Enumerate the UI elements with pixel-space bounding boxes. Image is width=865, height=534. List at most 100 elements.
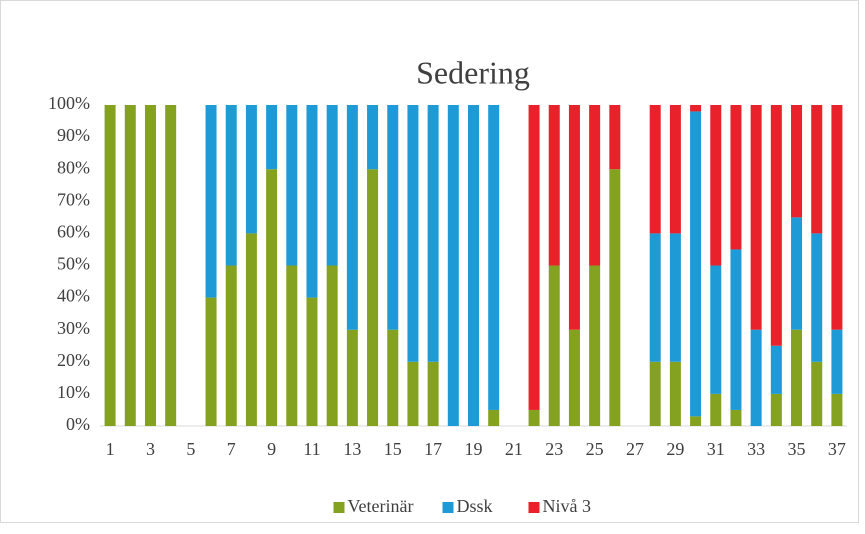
bar-segment — [488, 409, 500, 426]
bar-segment — [144, 105, 156, 426]
bar-segment — [306, 105, 318, 298]
bar-segment — [528, 409, 540, 426]
bar-segment — [811, 361, 823, 426]
bar-segment — [286, 265, 298, 426]
bar-segment — [649, 233, 661, 362]
x-tick-label: 1 — [106, 439, 115, 459]
x-tick-label: 21 — [505, 439, 523, 459]
bar-segment — [669, 233, 681, 362]
bar-segment — [609, 169, 621, 426]
y-tick-label: 80% — [57, 157, 90, 177]
y-tick-label: 10% — [57, 382, 90, 402]
legend-label: Veterinär — [348, 496, 414, 516]
bar-segment — [730, 105, 742, 250]
bar-segment — [346, 105, 358, 330]
x-tick-label: 35 — [788, 439, 806, 459]
x-tick-label: 31 — [707, 439, 725, 459]
bar-segment — [568, 329, 580, 426]
x-tick-label: 23 — [545, 439, 563, 459]
bar-segment — [831, 393, 843, 426]
bar-segment — [245, 105, 257, 234]
bar-segment — [710, 265, 722, 394]
bar-segment — [306, 297, 318, 426]
bar-segment — [488, 105, 500, 410]
bar-segment — [205, 297, 217, 426]
y-tick-label: 60% — [57, 222, 90, 242]
bar-segment — [367, 169, 379, 426]
bar-segment — [225, 105, 237, 266]
legend-label: Dssk — [457, 496, 493, 516]
bar-segment — [568, 105, 580, 330]
bar-segment — [609, 105, 621, 170]
y-tick-label: 100% — [48, 93, 90, 113]
bar-segment — [165, 105, 177, 426]
x-tick-label: 11 — [303, 439, 320, 459]
bar-segment — [811, 233, 823, 362]
x-tick-label: 19 — [465, 439, 483, 459]
bar-segment — [589, 265, 601, 426]
x-tick-label: 5 — [186, 439, 195, 459]
x-tick-label: 33 — [747, 439, 765, 459]
bar-segment — [710, 393, 722, 426]
bar-segment — [266, 169, 278, 426]
x-tick-label: 37 — [828, 439, 846, 459]
bar-segment — [326, 105, 338, 266]
x-tick-label: 7 — [227, 439, 236, 459]
bar-segment — [407, 105, 419, 362]
bar-segment — [649, 361, 661, 426]
bar-segment — [730, 249, 742, 410]
bar-segment — [548, 265, 560, 426]
y-tick-label: 70% — [57, 189, 90, 209]
bar-segment — [791, 105, 803, 218]
x-tick-label: 17 — [424, 439, 442, 459]
bar-segment — [266, 105, 278, 170]
x-tick-label: 29 — [666, 439, 684, 459]
bar-segment — [649, 105, 661, 234]
bar-segment — [811, 105, 823, 234]
bar-segment — [730, 409, 742, 426]
bar-segment — [669, 361, 681, 426]
bar-segment — [690, 416, 702, 426]
bar-segment — [104, 105, 116, 426]
y-tick-label: 90% — [57, 125, 90, 145]
bar-segment — [387, 105, 399, 330]
bar-segment — [205, 105, 217, 298]
bar-segment — [548, 105, 560, 266]
bar-segment — [326, 265, 338, 426]
y-tick-label: 20% — [57, 350, 90, 370]
bar-segment — [669, 105, 681, 234]
y-tick-label: 0% — [66, 414, 90, 434]
bar-segment — [770, 345, 782, 394]
bar-segment — [427, 105, 439, 362]
x-tick-label: 9 — [267, 439, 276, 459]
bar-segment — [710, 105, 722, 266]
bar-segment — [124, 105, 136, 426]
bar-segment — [770, 105, 782, 346]
bar-segment — [791, 329, 803, 426]
y-tick-label: 50% — [57, 254, 90, 274]
bar-segment — [245, 233, 257, 426]
bar-segment — [831, 329, 843, 394]
x-tick-label: 3 — [146, 439, 155, 459]
x-tick-label: 25 — [586, 439, 604, 459]
bar-segment — [791, 217, 803, 330]
bar-segment — [225, 265, 237, 426]
legend-swatch — [442, 502, 454, 513]
x-tick-label: 27 — [626, 439, 644, 459]
bar-segment — [367, 105, 379, 170]
bar-segment — [286, 105, 298, 266]
legend-label: Nivå 3 — [543, 496, 592, 516]
bar-segment — [690, 105, 702, 112]
x-tick-label: 15 — [384, 439, 402, 459]
x-tick-label: 13 — [343, 439, 361, 459]
bar-segment — [750, 329, 762, 426]
legend-swatch — [333, 502, 345, 513]
bar-segment — [447, 105, 459, 426]
bar-segment — [427, 361, 439, 426]
y-tick-label: 30% — [57, 318, 90, 338]
chart-title: Sedering — [416, 54, 530, 90]
bar-segment — [770, 393, 782, 426]
bar-segment — [346, 329, 358, 426]
